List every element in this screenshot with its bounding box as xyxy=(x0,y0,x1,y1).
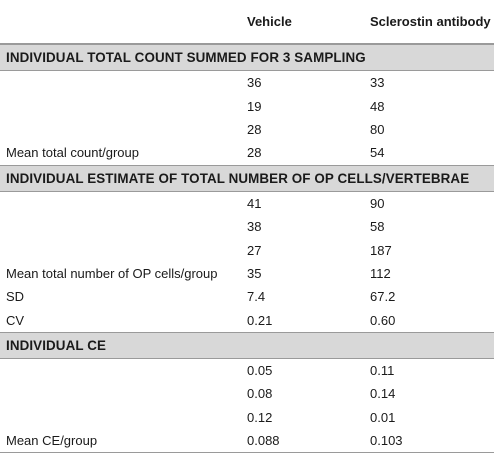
table-row: 36 33 xyxy=(0,71,494,94)
sclerostin-value: 112 xyxy=(370,265,391,281)
sclerostin-value: 187 xyxy=(370,242,392,258)
sclerostin-value: 0.14 xyxy=(370,386,396,402)
sclerostin-value: 0.11 xyxy=(370,363,395,379)
section-header-total-count: INDIVIDUAL TOTAL COUNT SUMMED FOR 3 SAMP… xyxy=(0,44,494,71)
sclerostin-value: 33 xyxy=(370,75,385,91)
sclerostin-value: 80 xyxy=(370,121,385,137)
section-title: INDIVIDUAL CE xyxy=(6,337,107,353)
vehicle-value: 0.088 xyxy=(247,433,280,449)
section-title: INDIVIDUAL TOTAL COUNT SUMMED FOR 3 SAMP… xyxy=(6,50,366,65)
table-row: Mean CE/group 0.088 0.103 xyxy=(0,429,494,452)
sclerostin-value: 54 xyxy=(370,145,385,161)
vehicle-value: 41 xyxy=(247,195,262,211)
table-row: 19 48 xyxy=(0,94,494,117)
vehicle-value: 0.12 xyxy=(247,409,273,425)
vehicle-value: 28 xyxy=(247,145,262,161)
table-header-row: Vehicle Sclerostin antibody xyxy=(0,0,494,44)
vehicle-value: 0.21 xyxy=(247,312,273,328)
table-row: SD 7.4 67.2 xyxy=(0,285,494,308)
vehicle-value: 0.05 xyxy=(247,363,273,379)
vehicle-value: 38 xyxy=(247,219,262,235)
sclerostin-value: 90 xyxy=(370,195,385,211)
sclerostin-value: 48 xyxy=(370,98,385,114)
vehicle-value: 27 xyxy=(247,242,262,258)
table-row: 41 90 xyxy=(0,192,494,215)
sclerostin-value: 67.2 xyxy=(370,289,396,305)
header-vehicle: Vehicle xyxy=(247,14,292,29)
row-label: Mean CE/group xyxy=(6,433,98,449)
section-header-individual-ce: INDIVIDUAL CE xyxy=(0,331,494,359)
table-row: 0.08 0.14 xyxy=(0,382,494,405)
sclerostin-value: 0.103 xyxy=(370,433,403,449)
sclerostin-value: 0.60 xyxy=(370,312,396,328)
section-header-op-cells: INDIVIDUAL ESTIMATE OF TOTAL NUMBER OF O… xyxy=(0,164,494,192)
table-row: Mean total count/group 28 54 xyxy=(0,141,494,164)
section-title: INDIVIDUAL ESTIMATE OF TOTAL NUMBER OF O… xyxy=(6,170,470,186)
row-label: Mean total count/group xyxy=(6,145,139,161)
row-label: CV xyxy=(6,312,25,328)
vehicle-value: 28 xyxy=(247,121,262,137)
vehicle-value: 36 xyxy=(247,75,262,91)
sclerostin-value: 58 xyxy=(370,219,385,235)
table-row: Mean total number of OP cells/group 35 1… xyxy=(0,262,494,285)
table-row: 27 187 xyxy=(0,238,494,261)
table-row: 0.05 0.11 xyxy=(0,359,494,382)
row-label: SD xyxy=(6,289,25,305)
table-row: 28 80 xyxy=(0,118,494,141)
row-label: Mean total number of OP cells/group xyxy=(6,265,218,281)
table-row: CV 0.21 0.60 xyxy=(0,309,494,332)
vehicle-value: 0.08 xyxy=(247,386,273,402)
table-row: 38 58 xyxy=(0,215,494,238)
vehicle-value: 7.4 xyxy=(247,289,266,305)
sclerostin-value: 0.01 xyxy=(370,409,396,425)
table-row: 0.12 0.01 xyxy=(0,406,494,429)
vehicle-value: 19 xyxy=(247,98,262,114)
vehicle-value: 35 xyxy=(247,265,262,281)
header-sclerostin-antibody: Sclerostin antibody xyxy=(370,14,491,29)
